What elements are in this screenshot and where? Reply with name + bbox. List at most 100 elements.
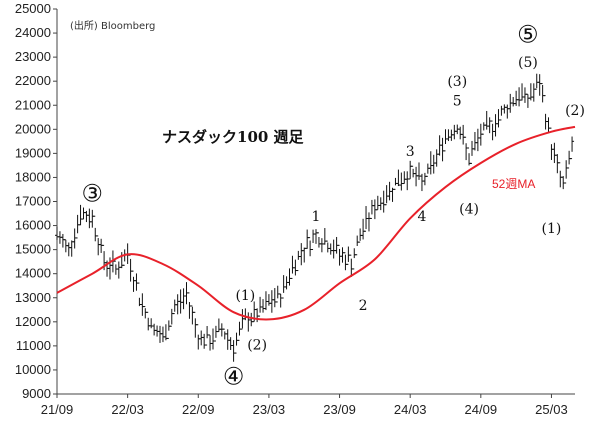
weekly-bar (210, 328, 215, 350)
weekly-bar (234, 332, 239, 354)
weekly-bar (131, 270, 136, 292)
weekly-bar (302, 247, 307, 263)
weekly-bar (511, 96, 516, 107)
weekly-bar (272, 288, 277, 308)
wave-label: 2 (359, 298, 368, 314)
weekly-bar (422, 172, 427, 186)
ma-line (56, 125, 576, 321)
weekly-bar (375, 195, 380, 211)
weekly-bar (225, 329, 230, 350)
weekly-bar (446, 129, 451, 142)
weekly-bar (390, 187, 395, 202)
wave-label: 1 (312, 209, 321, 225)
weekly-bar (434, 149, 439, 167)
weekly-bar (484, 110, 489, 130)
weekly-bar (60, 233, 65, 248)
weekly-bar (493, 114, 498, 137)
weekly-bar (537, 74, 542, 96)
weekly-bar (319, 238, 324, 253)
weekly-bar (237, 321, 242, 341)
weekly-bar (419, 173, 424, 192)
wave-label: (1) (542, 221, 562, 237)
weekly-bar (311, 229, 316, 251)
weekly-bar (208, 334, 213, 351)
weekly-bar (520, 83, 525, 101)
weekly-bar (202, 333, 207, 349)
weekly-bar (534, 73, 539, 90)
weekly-bar (278, 293, 283, 308)
x-tick-label: 25/03 (535, 402, 568, 417)
weekly-bar (502, 104, 507, 114)
wave-label: 5 (453, 93, 462, 109)
weekly-bar (190, 305, 195, 325)
weekly-bar (355, 235, 360, 256)
y-tick-label: 23000 (15, 49, 51, 64)
weekly-bar (431, 154, 436, 174)
wave-annotations: ③ ④ ⑤ (1) (2) 1 2 3 4 (3) 5 (4) (5) (2) (1) (82, 21, 585, 391)
weekly-bar (452, 124, 457, 140)
y-tick-label: 16000 (15, 218, 51, 233)
weekly-bar (322, 228, 327, 245)
weekly-bar (287, 268, 292, 286)
x-tick-label: 23/03 (253, 402, 286, 417)
weekly-bar (399, 172, 404, 191)
weekly-bar (461, 124, 466, 145)
weekly-bar (69, 240, 74, 257)
weekly-bar (140, 293, 145, 316)
x-axis: 21/09 22/03 22/09 23/03 23/09 24/03 24/09 25/03 (41, 393, 575, 417)
weekly-bar (381, 190, 386, 213)
wave-label: 4 (417, 209, 426, 225)
weekly-bar (499, 105, 504, 121)
source-label: (出所) Bloomberg (70, 19, 155, 32)
weekly-bar (266, 294, 271, 306)
weekly-bar (113, 260, 118, 275)
weekly-bar (558, 162, 563, 188)
weekly-bar (181, 288, 186, 310)
wave-label: (3) (447, 74, 467, 90)
weekly-bar (243, 308, 248, 321)
weekly-bar (472, 132, 477, 151)
weekly-bar (55, 226, 59, 240)
y-tick-label: 10000 (15, 362, 51, 377)
weekly-bar (78, 204, 83, 226)
weekly-bar (149, 318, 154, 329)
y-tick-label: 17000 (15, 194, 51, 209)
weekly-bar (487, 117, 492, 134)
weekly-bar (84, 210, 89, 223)
weekly-bar (258, 296, 263, 317)
y-tick-label: 9000 (22, 386, 51, 401)
y-tick-label: 18000 (15, 169, 51, 184)
weekly-bar (246, 312, 251, 332)
weekly-bar (384, 185, 389, 206)
weekly-bar (175, 294, 180, 315)
weekly-bar (337, 244, 342, 266)
weekly-bar (531, 83, 536, 102)
weekly-bar (116, 261, 121, 279)
weekly-bar (352, 248, 357, 270)
weekly-bar (567, 150, 572, 169)
x-tick-label: 24/03 (394, 402, 427, 417)
wave-label: (2) (565, 103, 585, 119)
weekly-bar (314, 229, 318, 244)
x-tick-label: 23/09 (323, 402, 356, 417)
weekly-bar (219, 323, 224, 337)
weekly-bar (290, 255, 295, 279)
weekly-bar (481, 122, 486, 135)
wave-label: (1) (235, 288, 255, 304)
wave-label: ④ (223, 362, 245, 390)
weekly-bar (369, 199, 374, 219)
weekly-bar (417, 162, 422, 180)
weekly-bar (166, 320, 171, 339)
chart-title: ナスダック100 週足 (162, 128, 305, 146)
wave-label: 3 (406, 144, 415, 160)
weekly-bar (137, 282, 142, 307)
weekly-bar (522, 87, 527, 103)
y-tick-label: 15000 (15, 242, 51, 257)
y-tick-label: 25000 (15, 1, 51, 16)
weekly-bar (328, 243, 333, 255)
weekly-bar (469, 140, 474, 164)
weekly-bar (475, 128, 480, 152)
weekly-bar (160, 326, 165, 343)
weekly-bar (546, 117, 551, 133)
